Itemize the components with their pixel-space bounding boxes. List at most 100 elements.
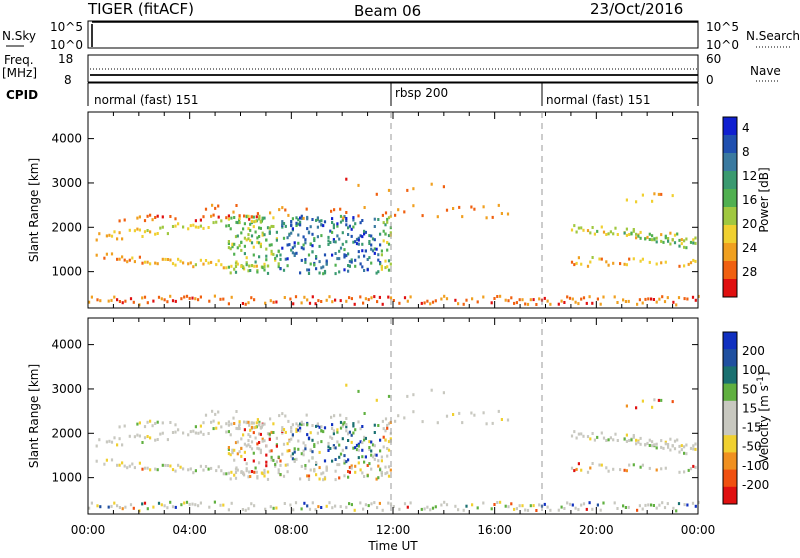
power-cell [258, 214, 261, 218]
power-cell [136, 216, 139, 220]
power-cell [653, 237, 656, 241]
colorbar-segment [723, 383, 737, 402]
velocity-cell [386, 471, 389, 475]
power-cell [244, 302, 247, 306]
power-cell [529, 298, 532, 302]
power-cell [678, 238, 681, 242]
velocity-cell [577, 432, 580, 436]
velocity-cell [436, 421, 439, 425]
velocity-cell [107, 505, 110, 509]
velocity-cell [287, 419, 290, 423]
velocity-cell [560, 505, 563, 509]
velocity-cell [136, 422, 139, 426]
power-cell [202, 226, 205, 230]
power-cell [277, 249, 280, 253]
power-cell [669, 242, 672, 246]
velocity-cell [121, 507, 124, 511]
power-cell [616, 233, 619, 236]
power-cell [258, 255, 261, 259]
power-cell [580, 226, 583, 230]
power-cell [247, 227, 250, 231]
colorbar-segment [723, 452, 737, 471]
power-cell [627, 299, 630, 303]
velocity-cell [580, 503, 583, 507]
power-cell [586, 264, 590, 268]
power-cell [204, 259, 208, 262]
velocity-cell [277, 471, 280, 475]
velocity-cell [612, 467, 615, 471]
power-cell [303, 295, 306, 299]
power-cell [230, 295, 233, 299]
velocity-cell [256, 442, 259, 446]
power-cell [116, 257, 119, 261]
nave-tick-bottom: 0 [706, 73, 714, 87]
power-cell [648, 232, 651, 236]
power-cell [229, 227, 232, 231]
velocity-cell [426, 505, 429, 509]
velocity-cell [269, 417, 272, 421]
velocity-cell [571, 503, 574, 507]
velocity-cell [366, 464, 369, 467]
power-cell [327, 239, 330, 243]
date-label: 23/Oct/2016 [590, 0, 683, 18]
velocity-cell [235, 410, 238, 413]
colorbar-segment [723, 117, 737, 136]
power-cell [254, 230, 257, 234]
velocity-cell [585, 507, 588, 511]
power-cell [110, 234, 114, 238]
power-cell [118, 257, 121, 261]
power-cell [499, 294, 502, 298]
velocity-cell [291, 452, 294, 456]
velocity-cell [625, 404, 628, 408]
velocity-cell [342, 422, 345, 426]
velocity-cell [236, 452, 239, 456]
velocity-cell [546, 505, 549, 509]
power-cell [518, 298, 521, 302]
velocity-cell [423, 507, 426, 511]
power-cell [622, 298, 625, 302]
power-cell [187, 262, 190, 266]
power-cell [282, 222, 286, 225]
power-cell [174, 217, 177, 221]
power-cell [284, 257, 287, 261]
power-cell [334, 298, 337, 302]
velocity-cell [279, 473, 282, 476]
colorbar-segment [723, 349, 737, 367]
cpid-segment-2: rbsp 200 [395, 86, 448, 100]
power-cell [330, 209, 333, 213]
power-cell [526, 302, 530, 306]
velocity-cell [409, 501, 412, 505]
velocity-cell [538, 503, 541, 507]
velocity-cell [332, 444, 335, 448]
power-cell [143, 219, 147, 223]
power-cell [381, 213, 384, 217]
power-cell [233, 242, 236, 246]
power-cell [473, 207, 476, 211]
velocity-cell [596, 435, 599, 439]
velocity-cell [632, 435, 635, 439]
power-cell [270, 252, 273, 256]
velocity-cell [596, 503, 599, 507]
power-cell [570, 228, 574, 232]
velocity-cell [367, 504, 370, 508]
power-cell [338, 257, 341, 261]
velocity-cell [347, 458, 350, 462]
power-cell [121, 255, 124, 259]
velocity-cell [242, 471, 245, 475]
power-cell [381, 302, 384, 306]
power-cell [161, 215, 164, 219]
velocity-cell [258, 432, 261, 436]
velocity-cell [613, 501, 616, 505]
power-cell [243, 214, 246, 218]
velocity-cell [229, 477, 232, 481]
power-cell [138, 228, 141, 232]
velocity-cell [370, 467, 373, 471]
power-cell [506, 212, 510, 216]
power-cell [121, 237, 124, 241]
velocity-cell [357, 448, 360, 452]
velocity-cell [339, 452, 343, 456]
velocity-cell [329, 447, 332, 450]
velocity-cell [270, 449, 273, 453]
